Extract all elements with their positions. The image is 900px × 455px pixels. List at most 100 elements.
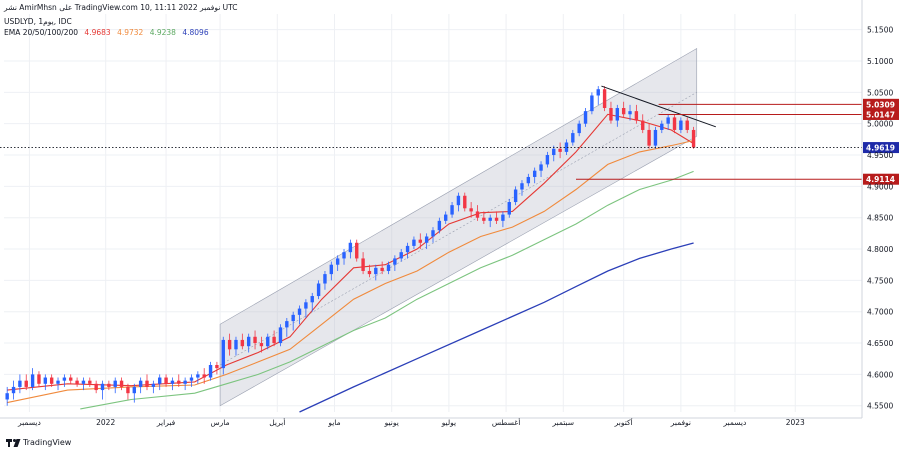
candle-body — [272, 336, 276, 344]
candle — [488, 214, 492, 228]
ema-legend[interactable]: EMA 20/50/100/200 4.9683 4.9732 4.9238 4… — [4, 28, 213, 38]
candle-body — [602, 89, 607, 109]
channel-midline — [219, 92, 697, 366]
candle-body — [304, 302, 308, 309]
candle — [291, 311, 295, 331]
x-tick-label: 2022 — [96, 418, 115, 427]
candle — [405, 242, 410, 259]
candle-body — [374, 267, 378, 275]
candle-body — [583, 111, 588, 124]
candle — [660, 120, 664, 134]
candle-body — [5, 393, 9, 400]
y-tick-label: 4.9000 — [867, 182, 893, 191]
candle-body — [196, 374, 200, 378]
symbol-title[interactable]: USDLYD, 1يوم, IDC — [4, 17, 72, 26]
candle — [526, 173, 531, 187]
candle-body — [361, 258, 365, 271]
candle — [119, 377, 124, 391]
candle-body — [75, 380, 79, 384]
candle — [5, 386, 9, 406]
candle — [221, 336, 225, 375]
candle — [227, 333, 232, 356]
x-tick-label: يونيو — [384, 418, 399, 427]
candle — [355, 239, 359, 262]
watermark-text: TradingView — [23, 438, 72, 447]
candle — [62, 374, 67, 387]
tradingview-logo-icon — [6, 438, 21, 447]
candle — [94, 380, 98, 394]
candle — [374, 264, 378, 281]
x-tick-label: 2023 — [786, 418, 805, 427]
candle-body — [634, 111, 639, 121]
candle — [75, 377, 79, 387]
candle — [297, 305, 302, 325]
candle-body — [386, 264, 391, 271]
candle — [621, 101, 626, 118]
candle — [107, 380, 111, 391]
candle — [342, 249, 346, 265]
candle-body — [234, 339, 238, 350]
x-tick-label: فبراير — [156, 418, 176, 427]
y-tick-label: 5.1000 — [867, 57, 893, 66]
candle-body — [208, 364, 213, 378]
y-tick-label: 4.5500 — [867, 402, 893, 411]
candle — [215, 361, 219, 375]
level-label: 4.9114 — [866, 175, 895, 184]
candle-body — [323, 274, 327, 284]
candle — [145, 374, 149, 391]
trendline — [601, 85, 716, 128]
tradingview-watermark[interactable]: TradingView — [6, 438, 71, 447]
x-tick-label: يوليو — [441, 418, 456, 427]
candle-body — [24, 380, 28, 387]
candle-body — [285, 321, 289, 328]
candle-body — [469, 208, 473, 212]
candle-body — [126, 386, 130, 394]
ema-lines — [7, 113, 694, 413]
candle — [310, 292, 314, 312]
candle — [246, 333, 251, 353]
candle-body — [348, 242, 353, 253]
candle — [666, 114, 670, 130]
candle-body — [30, 374, 35, 387]
candle — [571, 129, 575, 146]
regression-channel — [219, 47, 698, 407]
candle — [113, 377, 117, 394]
candle-body — [119, 380, 124, 387]
candle — [158, 374, 162, 391]
candle — [208, 361, 213, 381]
candle — [177, 374, 181, 387]
candle — [641, 114, 645, 134]
candle — [558, 142, 562, 159]
level-label: 5.0147 — [866, 110, 895, 119]
y-tick-label: 4.8500 — [867, 214, 893, 223]
last-price-label: 4.9619 — [866, 144, 895, 153]
candle — [431, 227, 435, 243]
candle-body — [310, 296, 314, 303]
candle-body — [94, 383, 98, 391]
ema200-value: 4.8096 — [182, 28, 209, 37]
candle — [577, 120, 581, 137]
candle — [348, 239, 353, 259]
candle — [361, 252, 365, 275]
candle-body — [660, 123, 664, 130]
candle-body — [444, 214, 448, 221]
candle-body — [532, 170, 537, 177]
candle-body — [558, 148, 562, 152]
candle — [424, 233, 429, 250]
candle — [532, 167, 537, 184]
candle-body — [596, 89, 600, 96]
x-tick-label: أبريل — [269, 417, 285, 427]
y-tick-label: 4.8000 — [867, 245, 893, 254]
price-axis: 4.5500 4.6000 4.6500 4.7000 4.7500 4.8000 4.85… — [861, 0, 893, 418]
candle-body — [647, 129, 651, 146]
candle-body — [431, 230, 435, 237]
candle — [456, 192, 461, 212]
candle — [679, 117, 683, 134]
candle — [37, 371, 41, 387]
candle-body — [609, 108, 613, 121]
candle-body — [691, 129, 696, 148]
candle-body — [507, 202, 511, 215]
candle-body — [158, 377, 162, 384]
